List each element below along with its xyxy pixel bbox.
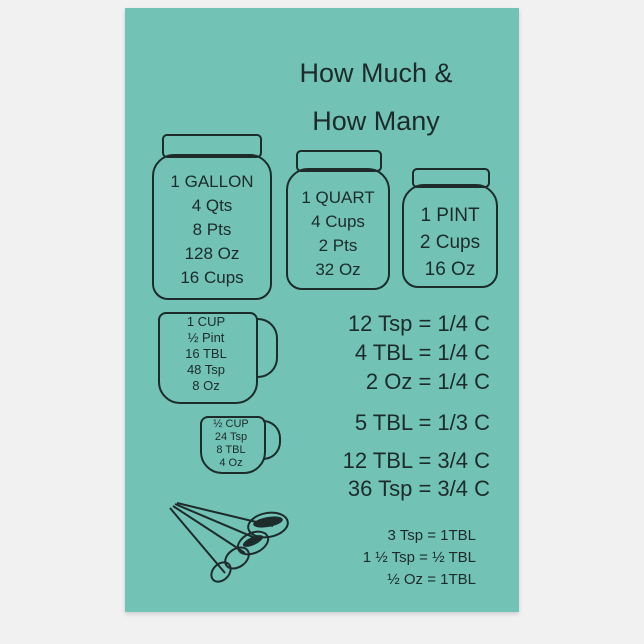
title-line-1: How Much & bbox=[299, 58, 453, 88]
half-cup-text: ½ CUP 24 Tsp 8 TBL 4 Oz bbox=[200, 418, 262, 470]
gallon-jar-text: 1 GALLON 4 Qts 8 Pts 128 Oz 16 Cups bbox=[152, 170, 272, 290]
jar-line: 8 Pts bbox=[192, 220, 232, 239]
title-line-2: How Many bbox=[312, 106, 440, 136]
equivalent-line: 36 Tsp = 3/4 C bbox=[347, 476, 490, 501]
cup-line: 4 Oz bbox=[219, 457, 243, 469]
pint-jar-lid-icon bbox=[412, 168, 490, 188]
cup-line: ½ CUP bbox=[213, 418, 249, 430]
cup-line: ½ Pint bbox=[187, 330, 225, 345]
jar-line: 32 Oz bbox=[315, 260, 361, 279]
pint-jar-text: 1 PINT 2 Cups 16 Oz bbox=[402, 202, 498, 283]
measuring-spoons-icon bbox=[169, 502, 289, 583]
equivalent-line: 12 Tsp = 1/4 C bbox=[347, 311, 490, 336]
small-equivalent-line: 1 ½ Tsp = ½ TBL bbox=[362, 549, 476, 566]
cup-line: 24 Tsp bbox=[214, 431, 248, 443]
equivalent-line: 2 Oz = 1/4 C bbox=[365, 369, 490, 394]
jar-line: 4 Cups bbox=[311, 212, 365, 231]
jar-line: 16 Cups bbox=[180, 268, 244, 287]
jar-line: 1 QUART bbox=[301, 188, 375, 207]
one-cup-text: 1 CUP ½ Pint 16 TBL 48 Tsp 8 Oz bbox=[158, 314, 254, 394]
gallon-jar-lid-icon bbox=[162, 134, 262, 158]
cup-line: 8 TBL bbox=[216, 444, 246, 456]
cup-line: 16 TBL bbox=[185, 346, 227, 361]
equivalent-line: 4 TBL = 1/4 C bbox=[354, 340, 490, 365]
jar-line: 2 Cups bbox=[419, 232, 481, 253]
jar-line: 2 Pts bbox=[318, 236, 358, 255]
jar-line: 128 Oz bbox=[184, 244, 240, 263]
cup-line: 1 CUP bbox=[186, 314, 226, 329]
measuring-cup-handle-icon bbox=[256, 318, 278, 378]
pint-jar-icon bbox=[402, 184, 498, 288]
jar-line: 1 PINT bbox=[420, 205, 480, 226]
quart-jar-text: 1 QUART 4 Cups 2 Pts 32 Oz bbox=[286, 186, 390, 282]
equivalent-line: 5 TBL = 1/3 C bbox=[354, 410, 490, 435]
jar-line: 4 Qts bbox=[191, 196, 233, 215]
quart-jar-icon bbox=[286, 168, 390, 290]
cup-line: 48 Tsp bbox=[186, 362, 226, 377]
quart-jar-lid-icon bbox=[296, 150, 382, 172]
jar-line: 16 Oz bbox=[424, 259, 476, 280]
jar-line: 1 GALLON bbox=[170, 172, 254, 191]
small-equivalent-line: ½ Oz = 1TBL bbox=[387, 571, 476, 588]
equivalent-line: 12 TBL = 3/4 C bbox=[342, 448, 490, 473]
cup-line: 8 Oz bbox=[192, 378, 220, 393]
small-equivalent-line: 3 Tsp = 1TBL bbox=[387, 527, 476, 544]
gallon-jar-icon bbox=[152, 154, 272, 300]
